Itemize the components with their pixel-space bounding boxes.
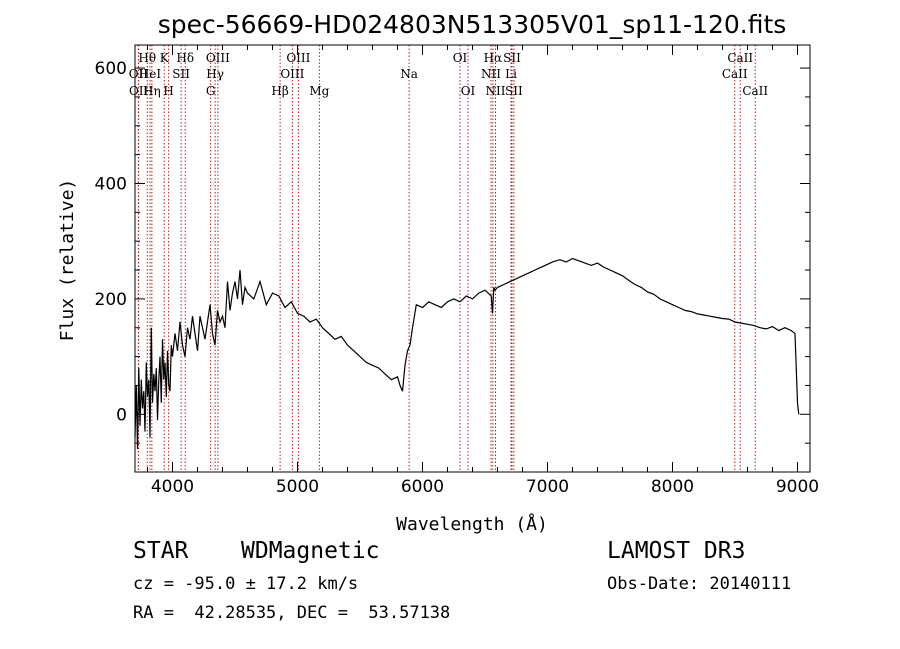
line-label-18: OI (461, 84, 476, 98)
line-label-6: SII (172, 67, 190, 81)
line-label-22: Li (505, 67, 517, 81)
line-label-17: OI (453, 51, 468, 65)
redshift-text: cz = -95.0 ± 17.2 km/s (133, 574, 359, 594)
line-label-9: OIII (206, 51, 230, 65)
object-class: STAR (133, 538, 189, 564)
y-tick-label-1: 200 (95, 290, 127, 310)
line-label-20: SII (503, 51, 521, 65)
line-label-16: Na (400, 67, 418, 81)
line-label-2: HeI (139, 67, 162, 81)
line-label-26: CaII (722, 67, 748, 81)
line-label-21: NII (481, 67, 501, 81)
line-label-11: G (206, 84, 216, 98)
line-label-27: CaII (742, 84, 768, 98)
axis-ticks: 4000 5000 6000 7000 8000 9000 0 200 400 600 (95, 45, 819, 497)
plot-frame (134, 44, 811, 473)
line-label-3: OII (129, 84, 149, 98)
x-tick-label-3: 7000 (526, 477, 569, 497)
line-label-13: OIII (280, 67, 304, 81)
line-label-1: OII (129, 67, 149, 81)
x-tick-label-4: 8000 (651, 477, 694, 497)
y-tick-label-3: 600 (95, 59, 127, 79)
x-tick-label-2: 6000 (401, 477, 444, 497)
line-label-0: Hθ (138, 51, 156, 65)
line-label-7: H (163, 84, 173, 98)
survey-name: LAMOST DR3 (607, 538, 746, 564)
y-tick-label-2: 400 (95, 174, 127, 194)
object-subclass: WDMagnetic (241, 538, 380, 564)
line-label-15: Mg (309, 84, 329, 98)
line-label-24: SII (505, 84, 523, 98)
line-label-5: K (160, 51, 170, 65)
line-label-19: Hα (484, 51, 503, 65)
x-axis-label: Wavelength (Å) (396, 513, 548, 535)
spectral-line-markers (137, 45, 756, 472)
chart-title: spec-56669-HD024803N513305V01_sp11-120.f… (158, 10, 787, 39)
line-label-4: Hη (143, 84, 161, 98)
obs-date: Obs-Date: 20140111 (607, 574, 792, 594)
line-label-25: CaII (727, 51, 753, 65)
coordinates: RA = 42.28535, DEC = 53.57138 (133, 603, 451, 623)
y-tick-label-0: 0 (116, 405, 127, 425)
line-label-8: Hδ (176, 51, 194, 65)
line-label-23: NII (486, 84, 506, 98)
y-axis-label: Flux (relative) (57, 179, 78, 342)
x-tick-label-5: 9000 (776, 477, 819, 497)
line-label-14: Hβ (271, 84, 288, 98)
x-tick-label-0: 4000 (151, 477, 194, 497)
spectrum-series-line (134, 257, 800, 449)
line-label-12: OIII (286, 51, 310, 65)
x-tick-label-1: 5000 (276, 477, 319, 497)
line-label-10: Hγ (206, 67, 224, 81)
